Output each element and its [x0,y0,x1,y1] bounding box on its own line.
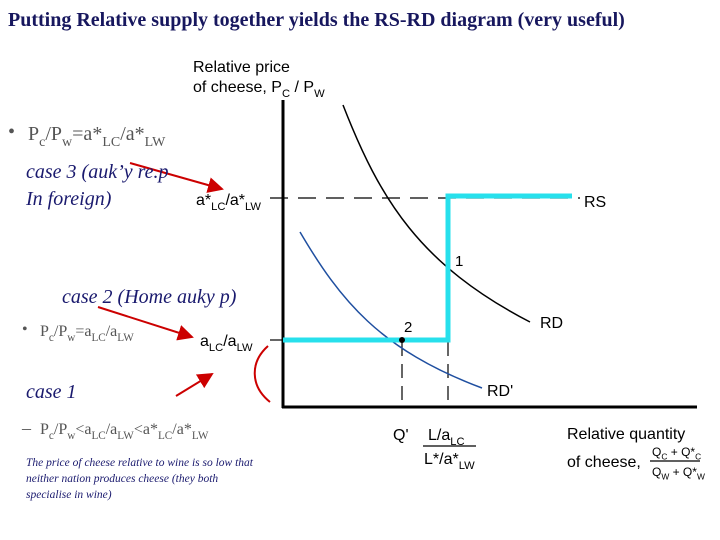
text-part: LC [102,135,120,150]
arrow [175,372,214,397]
rs-curve [283,193,572,343]
text-part: LW [117,430,134,442]
point-label: 2 [404,319,412,336]
text-part: w [62,135,73,150]
text-part: LW [237,342,253,354]
bullet: • [8,121,15,143]
title-line: Putting Relative supply together yields … [8,9,625,31]
text-part: LW [145,135,167,150]
text-part: LC [91,430,105,442]
text-part: Q [652,465,661,479]
text-part: /a* [172,421,192,438]
text-part: /a [106,323,118,340]
q-prime-label: Q' [393,427,409,444]
text-part: L/a [428,427,450,444]
text-part: /a [106,421,118,438]
text-part: LC [211,201,225,213]
x-fraction-denominator: QW + Q*W [652,465,705,482]
ratio-label: a*LC/a*LW [196,192,261,213]
bullet: – [21,418,32,438]
text-part: c [39,135,45,150]
text-part: W [314,88,325,100]
text-part: P [28,123,39,145]
text-part: <a* [134,421,158,438]
text-part: /a* [225,192,245,209]
text-part: c [49,332,54,344]
text-part: of cheese, P [193,79,282,96]
case-label: case 3 (auk’y re.p [26,161,169,183]
text-part: Q [652,445,661,459]
text-part: P [40,323,49,340]
text-part: LW [117,332,134,344]
text-part: w [67,332,76,344]
condition-text: Pc/Pw=aLC/aLW [40,323,134,344]
case-label: case 2 (Home auky p) [62,286,237,308]
text-part: LC [209,342,223,354]
text-part: P [40,421,49,438]
text-part: /a* [120,123,144,145]
text-part: a [200,333,209,350]
equilibrium-point [399,337,405,343]
note-text: specialise in wine) [26,489,112,501]
text-part: LC [450,436,464,448]
rs-label: RS [584,194,606,211]
text-part: LW [245,201,261,213]
rd-prime-curve [299,231,483,389]
text-part: /P [54,421,67,438]
text-part: / P [290,79,314,96]
text-part: W [697,472,705,482]
text-part: C [661,452,667,462]
condition-text: Pc/Pw<aLC/aLW<a*LC/a*LW [40,421,209,442]
condition-text: Pc/Pw=a*LC/a*LW [28,123,166,150]
text-part: LW [459,460,475,472]
bullet: • [22,321,28,338]
case-label: case 1 [26,381,77,403]
text-part: L*/a* [424,451,459,468]
text-part: =a [75,323,91,340]
text-part: + Q* [669,465,697,479]
text-part: C [282,88,290,100]
note-text: The price of cheese relative to wine is … [26,457,254,469]
text-part: c [49,430,54,442]
text-part: LW [192,430,209,442]
rd-label: RD [540,315,563,332]
text-part: a* [196,192,211,209]
x-axis-label: of cheese, [567,454,641,471]
l-ratio-numerator: L/aLC [428,427,465,448]
y-axis-label: Relative price [193,59,290,76]
case-label: In foreign) [25,188,112,210]
text-part: W [661,472,669,482]
text-part: LC [91,332,105,344]
arrow [97,306,194,341]
note-text: neither nation produces cheese (they bot… [26,473,218,485]
l-ratio-denominator: L*/a*LW [424,451,475,472]
text-part: C [695,452,701,462]
text-part: + Q* [667,445,695,459]
text-part: <a [75,421,91,438]
x-fraction-numerator: QC + Q*C [652,445,701,462]
text-part: w [67,430,76,442]
text-part: =a* [72,123,102,145]
y-axis-label: of cheese, PC / PW [193,79,325,100]
text-part: /P [54,323,67,340]
text-part: /P [45,123,62,145]
rd-prime-label: RD' [487,383,513,400]
text-part: LC [158,430,172,442]
arrow [129,162,224,193]
ratio-label: aLC/aLW [200,333,253,354]
text-part: /a [223,333,236,350]
x-axis-label: Relative quantity [567,426,685,443]
point-label: 1 [455,253,463,270]
bracket [253,345,271,403]
rd-curve [342,104,531,323]
